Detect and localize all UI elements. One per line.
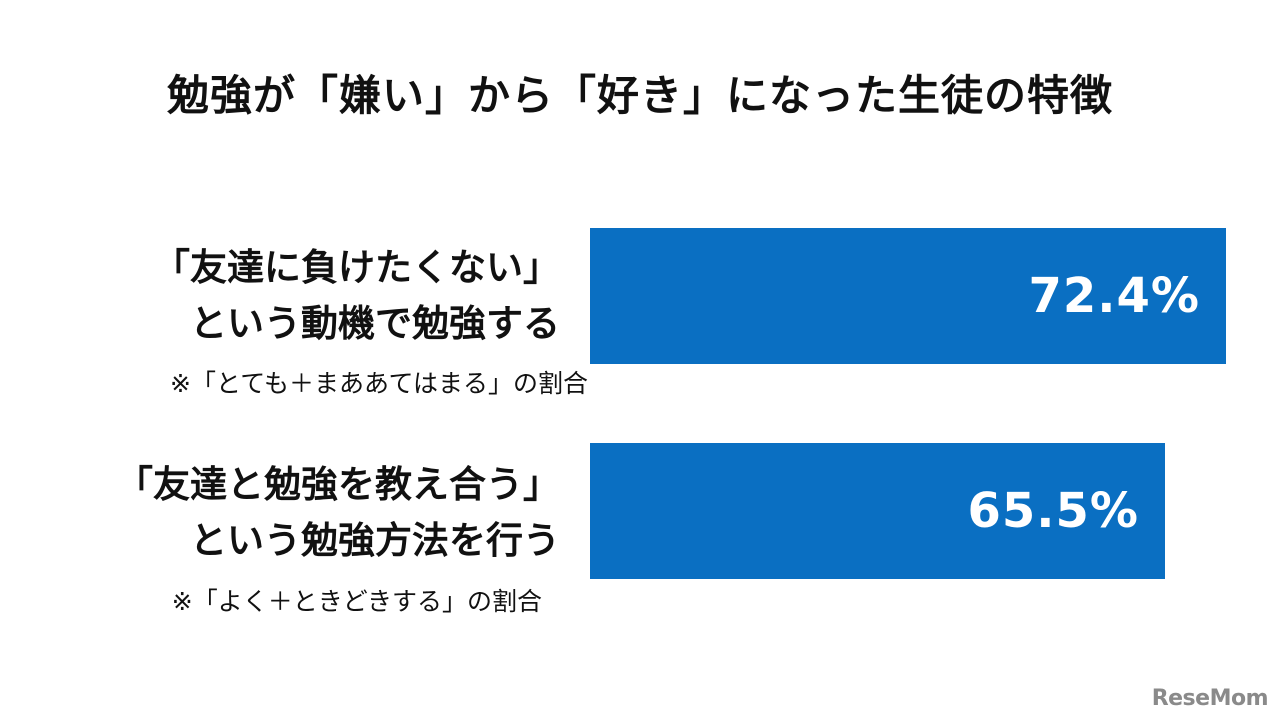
bar: 65.5%	[590, 443, 1165, 579]
category-label: 「友達に負けたくない」という動機で勉強する	[153, 240, 560, 352]
category-label: 「友達と勉強を教え合う」という勉強方法を行う	[116, 457, 560, 569]
resemom-logo: ReseMom	[1151, 686, 1269, 711]
chart-title: 勉強が「嫌い」から「好き」になった生徒の特徴	[166, 71, 1113, 120]
category-label-line: 「友達に負けたくない」	[153, 246, 560, 289]
data-label: 72.4%	[1028, 268, 1200, 324]
category-label-line: という動機で勉強する	[190, 302, 560, 345]
category-note: ※「よく＋ときどきする」の割合	[171, 587, 542, 616]
category-label-line: 「友達と勉強を教え合う」	[116, 463, 560, 506]
category-note: ※「とても＋まああてはまる」の割合	[170, 369, 588, 398]
data-label: 65.5%	[967, 483, 1139, 539]
category-label-line: という勉強方法を行う	[190, 519, 560, 562]
bar: 72.4%	[590, 228, 1226, 364]
